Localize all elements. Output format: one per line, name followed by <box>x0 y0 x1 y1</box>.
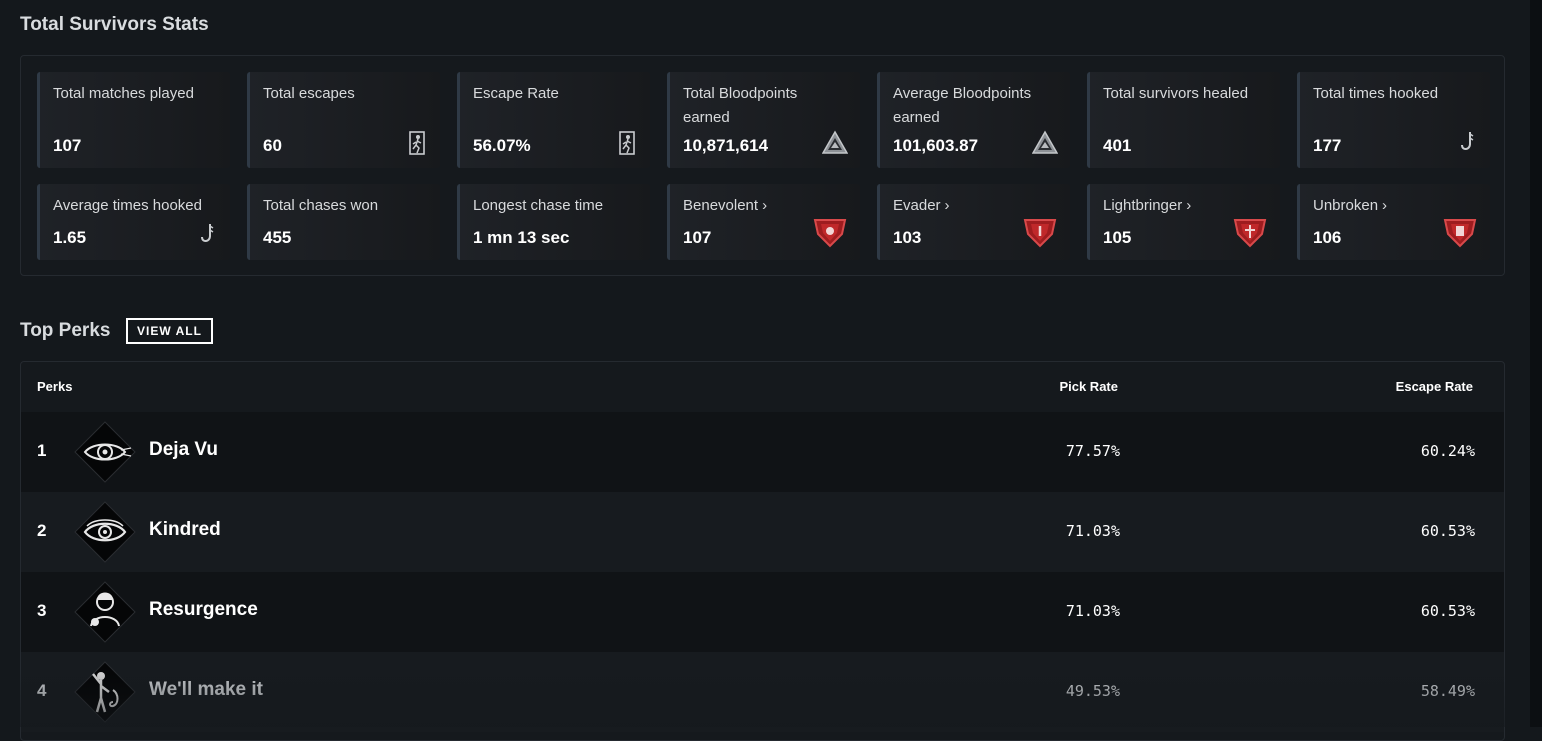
stat-value: 401 <box>1103 136 1132 155</box>
stat-label: Average times hooked <box>53 197 202 214</box>
perk-escape-rate: 58.49% <box>1420 682 1475 700</box>
hook-icon <box>201 224 214 242</box>
chevron-right-icon: › <box>1186 197 1192 214</box>
stat-label-row: Benevolent › <box>683 194 847 218</box>
emblem-icon <box>813 219 847 248</box>
table-row: 3 Resurgence 71.03% 60.53% <box>21 572 1504 652</box>
perk-escape-rate: 60.24% <box>1420 442 1475 460</box>
hook-icon <box>1461 132 1474 150</box>
stat-value: 60 <box>263 136 282 155</box>
stats-section-title: Total Survivors Stats <box>20 14 209 35</box>
stat-card-average-bloodpoints: Average Bloodpoints earned 101,603.87 <box>877 72 1070 168</box>
eye-perk-icon <box>74 501 136 563</box>
stat-value: 1 mn 13 sec <box>473 228 570 247</box>
stat-label-row: Unbroken › <box>1313 194 1477 218</box>
perk-name: Kindred <box>149 519 221 540</box>
eye-perk-icon <box>74 421 136 483</box>
portrait-perk-icon <box>74 581 136 643</box>
stat-label: Unbroken <box>1313 197 1379 214</box>
emblem-icon <box>1443 219 1477 248</box>
chevron-right-icon: › <box>762 197 768 214</box>
perk-rank: 4 <box>37 681 47 700</box>
chevron-right-icon: › <box>1382 197 1388 214</box>
exit-door-icon <box>409 131 425 155</box>
stat-card-lightbringer[interactable]: Lightbringer › 105 <box>1087 184 1280 260</box>
perk-rank: 2 <box>37 521 47 540</box>
stat-value: 105 <box>1103 228 1132 247</box>
stat-label: Total times hooked <box>1313 85 1439 102</box>
perk-pick-rate: 49.53% <box>1065 682 1120 700</box>
stat-label-row: Evader › <box>893 194 1057 218</box>
stat-label: Lightbringer <box>1103 197 1183 214</box>
stat-label: Escape Rate <box>473 85 559 102</box>
perk-rank: 1 <box>37 441 47 460</box>
perk-name: Deja Vu <box>149 439 218 460</box>
stat-value: 107 <box>53 136 82 155</box>
stat-value: 177 <box>1313 136 1342 155</box>
stat-label: Evader <box>893 197 941 214</box>
stat-card-longest-chase: Longest chase time 1 mn 13 sec <box>457 184 650 260</box>
stat-card-average-hooked: Average times hooked 1.65 <box>37 184 230 260</box>
stat-label-row: Lightbringer › <box>1103 194 1267 218</box>
chevron-right-icon: › <box>944 197 950 214</box>
emblem-icon <box>1023 219 1057 248</box>
table-row: 1 Deja Vu 77.57% 60.24% <box>21 412 1504 492</box>
stat-value: 56.07% <box>473 136 531 155</box>
view-all-button[interactable]: VIEW ALL <box>126 318 213 344</box>
stat-card-evader[interactable]: Evader › 103 <box>877 184 1070 260</box>
emblem-icon <box>1233 219 1267 248</box>
perks-section-title: Top Perks <box>20 320 111 341</box>
stat-card-chases-won: Total chases won 455 <box>247 184 440 260</box>
perk-escape-rate: 60.53% <box>1420 602 1475 620</box>
stat-card-unbroken[interactable]: Unbroken › 106 <box>1297 184 1490 260</box>
page: Total Survivors Stats Total matches play… <box>0 14 1530 741</box>
stat-card-total-escapes: Total escapes 60 <box>247 72 440 168</box>
table-row: 2 Kindred 71.03% 60.53% <box>21 492 1504 572</box>
perk-escape-rate: 60.53% <box>1420 522 1475 540</box>
bloodpoints-icon <box>1032 130 1058 154</box>
perk-pick-rate: 71.03% <box>1065 522 1120 540</box>
stat-card-total-bloodpoints: Total Bloodpoints earned 10,871,614 <box>667 72 860 168</box>
stats-panel: Total matches played 107 Total escapes 6… <box>20 55 1505 276</box>
stat-label: Total Bloodpoints earned <box>683 85 798 126</box>
stat-label: Total survivors healed <box>1103 85 1249 102</box>
scrollbar-track[interactable] <box>1530 0 1542 727</box>
perk-pick-rate: 71.03% <box>1065 602 1120 620</box>
stat-card-times-hooked: Total times hooked 177 <box>1297 72 1490 168</box>
perk-name: We'll make it <box>149 679 263 700</box>
stat-value: 10,871,614 <box>683 136 769 155</box>
stat-value: 455 <box>263 228 292 247</box>
column-header-perks: Perks <box>37 379 73 394</box>
stat-label: Longest chase time <box>473 197 604 214</box>
stat-value: 103 <box>893 228 922 247</box>
stat-label: Total chases won <box>263 197 379 214</box>
stat-card-total-matches: Total matches played 107 <box>37 72 230 168</box>
stat-label: Total matches played <box>53 85 194 102</box>
stat-card-escape-rate: Escape Rate 56.07% <box>457 72 650 168</box>
column-header-escape-rate: Escape Rate <box>1395 379 1473 394</box>
perk-pick-rate: 77.57% <box>1065 442 1120 460</box>
stat-card-survivors-healed: Total survivors healed 401 <box>1087 72 1280 168</box>
perk-rank: 3 <box>37 601 47 620</box>
stat-label: Benevolent <box>683 197 759 214</box>
column-header-pick-rate: Pick Rate <box>1059 379 1118 394</box>
stat-card-benevolent[interactable]: Benevolent › 107 <box>667 184 860 260</box>
stat-label: Average Bloodpoints earned <box>893 85 1032 126</box>
exit-door-icon <box>619 131 635 155</box>
stat-label: Total escapes <box>263 85 355 102</box>
stat-value: 107 <box>683 228 712 247</box>
stat-value: 1.65 <box>53 228 87 247</box>
stat-value: 106 <box>1313 228 1342 247</box>
perk-name: Resurgence <box>149 599 258 620</box>
bloodpoints-icon <box>822 130 848 154</box>
perks-table: Perks Pick Rate Escape Rate 1 Deja Vu 77… <box>20 361 1505 741</box>
table-row: 4 We'll make it 49.53% 58.49% <box>21 652 1504 732</box>
stat-value: 101,603.87 <box>893 136 979 155</box>
hook-figure-perk-icon <box>74 661 136 723</box>
